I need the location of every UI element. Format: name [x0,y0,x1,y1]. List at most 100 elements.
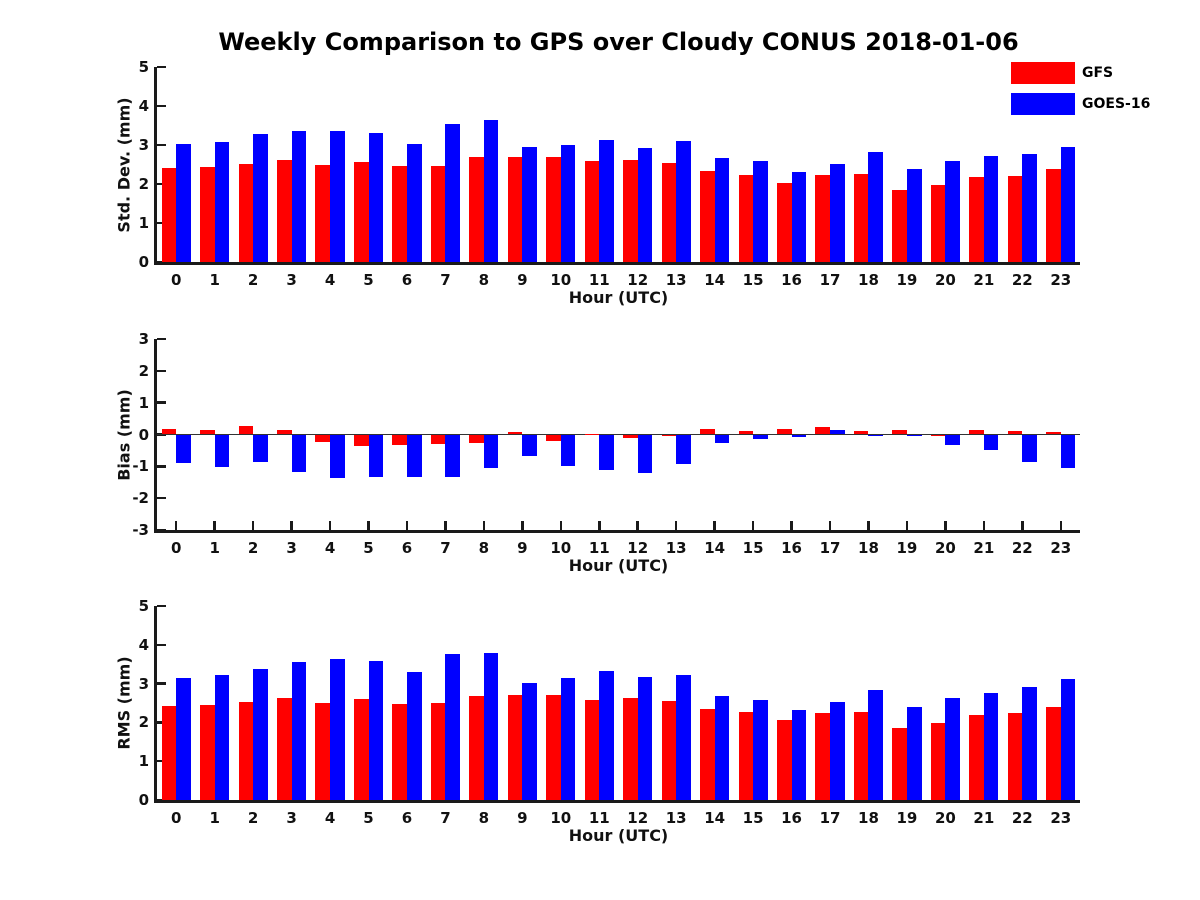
x-axis-spine [154,530,1080,533]
x-tick-label: 10 [550,809,572,827]
x-tick-label: 21 [973,539,995,557]
x-tick-label: 19 [896,271,918,289]
bar-gfs-hour-18 [853,431,869,435]
bar-goes-16-hour-15 [753,160,768,262]
x-tick-mark [1021,521,1024,530]
bar-goes-16-hour-14 [714,434,730,443]
bar-goes-16-hour-19 [906,434,922,437]
x-tick-label: 13 [665,271,687,289]
x-tick-label: 22 [1011,809,1033,827]
x-tick-mark [482,521,486,530]
x-tick-label: 21 [973,809,995,827]
x-tick-label: 14 [704,271,726,289]
x-tick-label: 15 [742,539,764,557]
legend-swatch-goes16 [1011,93,1075,115]
bar-gfs-hour-18 [853,173,869,262]
bar-gfs-hour-9 [507,695,523,800]
x-tick-label: 18 [858,539,879,557]
y-tick-label: 1 [138,393,149,412]
y-tick-mark [157,759,166,763]
x-tick-label: 17 [819,271,841,289]
y-tick-mark [157,604,166,608]
bar-goes-16-hour-13 [676,675,691,800]
x-tick-label: 2 [247,539,259,557]
bar-gfs-hour-1 [200,705,215,800]
bar-goes-16-hour-17 [830,163,845,262]
y-tick-mark [157,104,166,108]
bar-goes-16-hour-2 [253,134,268,262]
bar-goes-16-hour-15 [753,434,768,439]
x-tick-label: 13 [665,809,687,827]
bar-goes-16-hour-16 [791,171,807,262]
bar-goes-16-hour-2 [253,434,268,462]
bar-gfs-hour-19 [892,429,907,435]
bar-gfs-hour-19 [892,727,907,800]
bar-gfs-hour-21 [969,715,984,800]
bar-goes-16-hour-3 [291,131,307,262]
bar-gfs-hour-4 [315,164,331,262]
x-tick-label: 0 [171,809,182,827]
x-tick-label: 5 [363,539,374,557]
x-tick-label: 23 [1050,809,1072,827]
bar-gfs-hour-8 [469,434,484,443]
y-tick-mark [157,369,166,373]
x-tick-label: 23 [1050,271,1072,289]
y-tick-label: 3 [138,674,149,693]
x-tick-mark [367,521,370,530]
x-tick-mark [251,521,255,530]
bar-goes-16-hour-17 [830,429,845,435]
y-tick-mark [157,221,166,225]
bar-gfs-hour-3 [277,430,292,435]
y-axis-spine [154,606,157,803]
x-tick-label: 16 [781,271,802,289]
x-tick-mark [444,521,447,530]
y-tick-mark [157,465,166,468]
bar-gfs-hour-4 [315,702,331,800]
bar-gfs-hour-6 [392,434,407,445]
x-tick-mark [174,521,178,530]
bar-goes-16-hour-7 [445,653,461,800]
bar-goes-16-hour-6 [406,672,422,800]
bar-gfs-hour-5 [353,161,369,262]
bar-goes-16-hour-20 [945,698,960,800]
bar-goes-16-hour-6 [406,434,422,478]
bar-gfs-hour-15 [738,175,754,262]
bar-gfs-hour-21 [969,430,984,435]
bar-gfs-hour-18 [853,711,869,800]
x-tick-label: 20 [934,809,956,827]
y-tick-label: 1 [138,214,149,232]
bar-gfs-hour-11 [584,433,600,435]
bar-gfs-hour-8 [469,695,484,800]
bar-gfs-hour-2 [238,701,254,800]
bar-gfs-hour-11 [584,699,600,800]
x-tick-label: 8 [478,539,490,557]
bar-goes-16-hour-4 [330,658,345,800]
y-tick-mark [157,65,166,69]
y-tick-mark [157,496,166,500]
y-tick-label: 4 [138,635,149,654]
x-tick-label: 12 [627,809,649,827]
bar-goes-16-hour-18 [868,152,884,262]
y-tick-label: 0 [138,791,149,809]
x-tick-label: 20 [934,271,956,289]
bar-goes-16-hour-23 [1060,147,1076,262]
bar-goes-16-hour-19 [906,706,922,800]
bar-goes-16-hour-13 [676,141,691,262]
x-tick-label: 1 [209,539,220,557]
bar-gfs-hour-13 [661,701,677,800]
x-tick-label: 0 [171,271,182,289]
y-axis-label-std_dev: Std. Dev. (mm) [114,96,134,233]
bar-goes-16-hour-0 [176,677,191,800]
bar-gfs-hour-11 [584,161,600,262]
x-tick-mark [636,521,639,530]
x-tick-mark [905,521,909,530]
bar-goes-16-hour-21 [983,155,999,262]
legend-label-goes16: GOES-16 [1082,96,1151,112]
x-tick-mark [598,521,601,530]
bar-goes-16-hour-11 [599,434,614,471]
bar-gfs-hour-17 [815,175,830,262]
bar-gfs-hour-5 [353,699,369,800]
x-tick-label: 2 [247,271,259,289]
bar-gfs-hour-14 [700,429,715,435]
